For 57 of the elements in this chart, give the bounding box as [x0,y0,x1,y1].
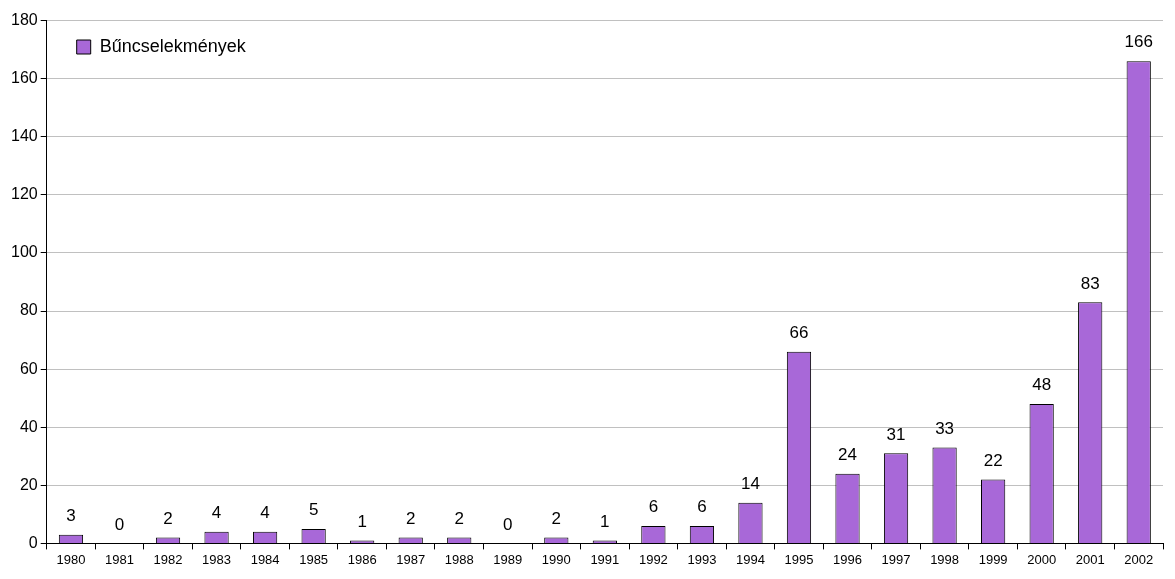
x-tick-label: 2001 [1075,551,1105,567]
y-tick-label: 0 [28,533,38,551]
data-label: 6 [648,497,659,517]
x-tick-label: 1998 [930,551,960,567]
x-tick-label: 1993 [687,551,717,567]
data-label: 2 [454,508,464,528]
x-tick-label: 1981 [105,551,134,567]
legend-label: Bűncselekmények [99,35,247,56]
x-tick-label: 1982 [153,551,183,567]
y-tick-label: 100 [10,243,38,261]
x-tick-label: 1991 [590,551,620,567]
x-tick-label: 1987 [396,551,426,567]
y-tick-label: 120 [10,185,38,203]
x-tick-label: 1994 [735,551,765,567]
x-tick-label: 1996 [833,551,862,567]
data-label: 22 [983,450,1003,470]
x-tick-label: 1997 [881,551,911,567]
x-tick-label: 1989 [493,551,523,567]
y-tick-label: 80 [19,301,38,319]
x-tick-label: 2002 [1124,551,1154,567]
data-label: 33 [935,418,955,438]
data-label: 14 [740,473,760,493]
data-label: 83 [1080,273,1100,293]
data-label: 3 [66,505,76,525]
x-tick-label: 1985 [299,551,329,567]
y-tick-label: 40 [19,417,38,435]
y-tick-label: 180 [10,11,38,29]
data-label: 2 [405,508,416,528]
y-tick-label: 20 [19,475,38,493]
y-tick-label: 140 [10,127,38,145]
x-tick-label: 1983 [202,551,232,567]
x-tick-label: 1980 [56,551,86,567]
data-label: 166 [1124,32,1153,52]
y-tick-label: 60 [19,359,38,377]
data-label: 48 [1032,375,1052,395]
data-label: 31 [886,424,906,444]
y-tick-label: 160 [10,69,38,87]
data-label: 66 [789,322,809,342]
data-label: 0 [114,514,125,534]
data-label: 4 [211,502,222,522]
data-label: 0 [503,514,513,534]
x-tick-label: 1995 [784,551,814,567]
data-label: 24 [838,444,857,464]
data-label: 4 [260,502,270,522]
data-label: 5 [308,500,319,520]
x-tick-label: 1986 [347,551,377,567]
x-tick-label: 1988 [444,551,474,567]
x-tick-label: 1984 [250,551,280,567]
data-label: 2 [163,508,173,528]
x-tick-label: 1990 [541,551,571,567]
data-label: 6 [697,497,707,517]
data-label: 1 [600,511,610,531]
data-label: 1 [357,511,367,531]
x-tick-label: 1992 [638,551,668,567]
x-tick-label: 2000 [1027,551,1057,567]
data-label: 2 [551,508,562,528]
x-tick-label: 1999 [978,551,1008,567]
